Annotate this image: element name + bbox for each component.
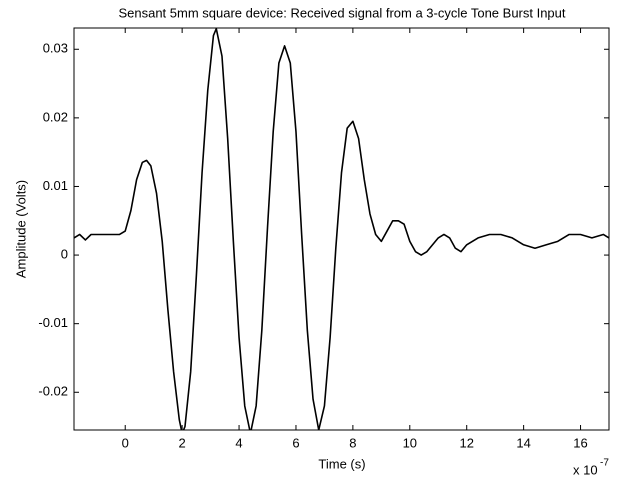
signal-line	[74, 28, 609, 430]
y-tick-label: 0.01	[43, 178, 68, 193]
y-tick-label: -0.01	[38, 315, 68, 330]
x-tick-label: 16	[573, 435, 587, 450]
y-tick-label: -0.02	[38, 384, 68, 399]
x-tick-label: 10	[403, 435, 417, 450]
x-tick-label: 0	[122, 435, 129, 450]
x-tick-label: 4	[235, 435, 242, 450]
x-tick-label: 8	[349, 435, 356, 450]
y-tick-label: 0	[61, 247, 68, 262]
x-scale-exponent: -7	[600, 458, 609, 469]
y-tick-label: 0.02	[43, 109, 68, 124]
x-tick-label: 14	[516, 435, 530, 450]
x-scale-base: x 10	[573, 462, 598, 477]
chart-title: Sensant 5mm square device: Received sign…	[118, 5, 565, 20]
x-axis-label: Time (s)	[318, 456, 365, 471]
y-tick-label: 0.03	[43, 41, 68, 56]
x-tick-label: 12	[459, 435, 473, 450]
y-axis-label: Amplitude (Volts)	[13, 180, 28, 278]
x-tick-label: 6	[292, 435, 299, 450]
x-tick-label: 2	[179, 435, 186, 450]
plot-frame	[73, 27, 610, 431]
